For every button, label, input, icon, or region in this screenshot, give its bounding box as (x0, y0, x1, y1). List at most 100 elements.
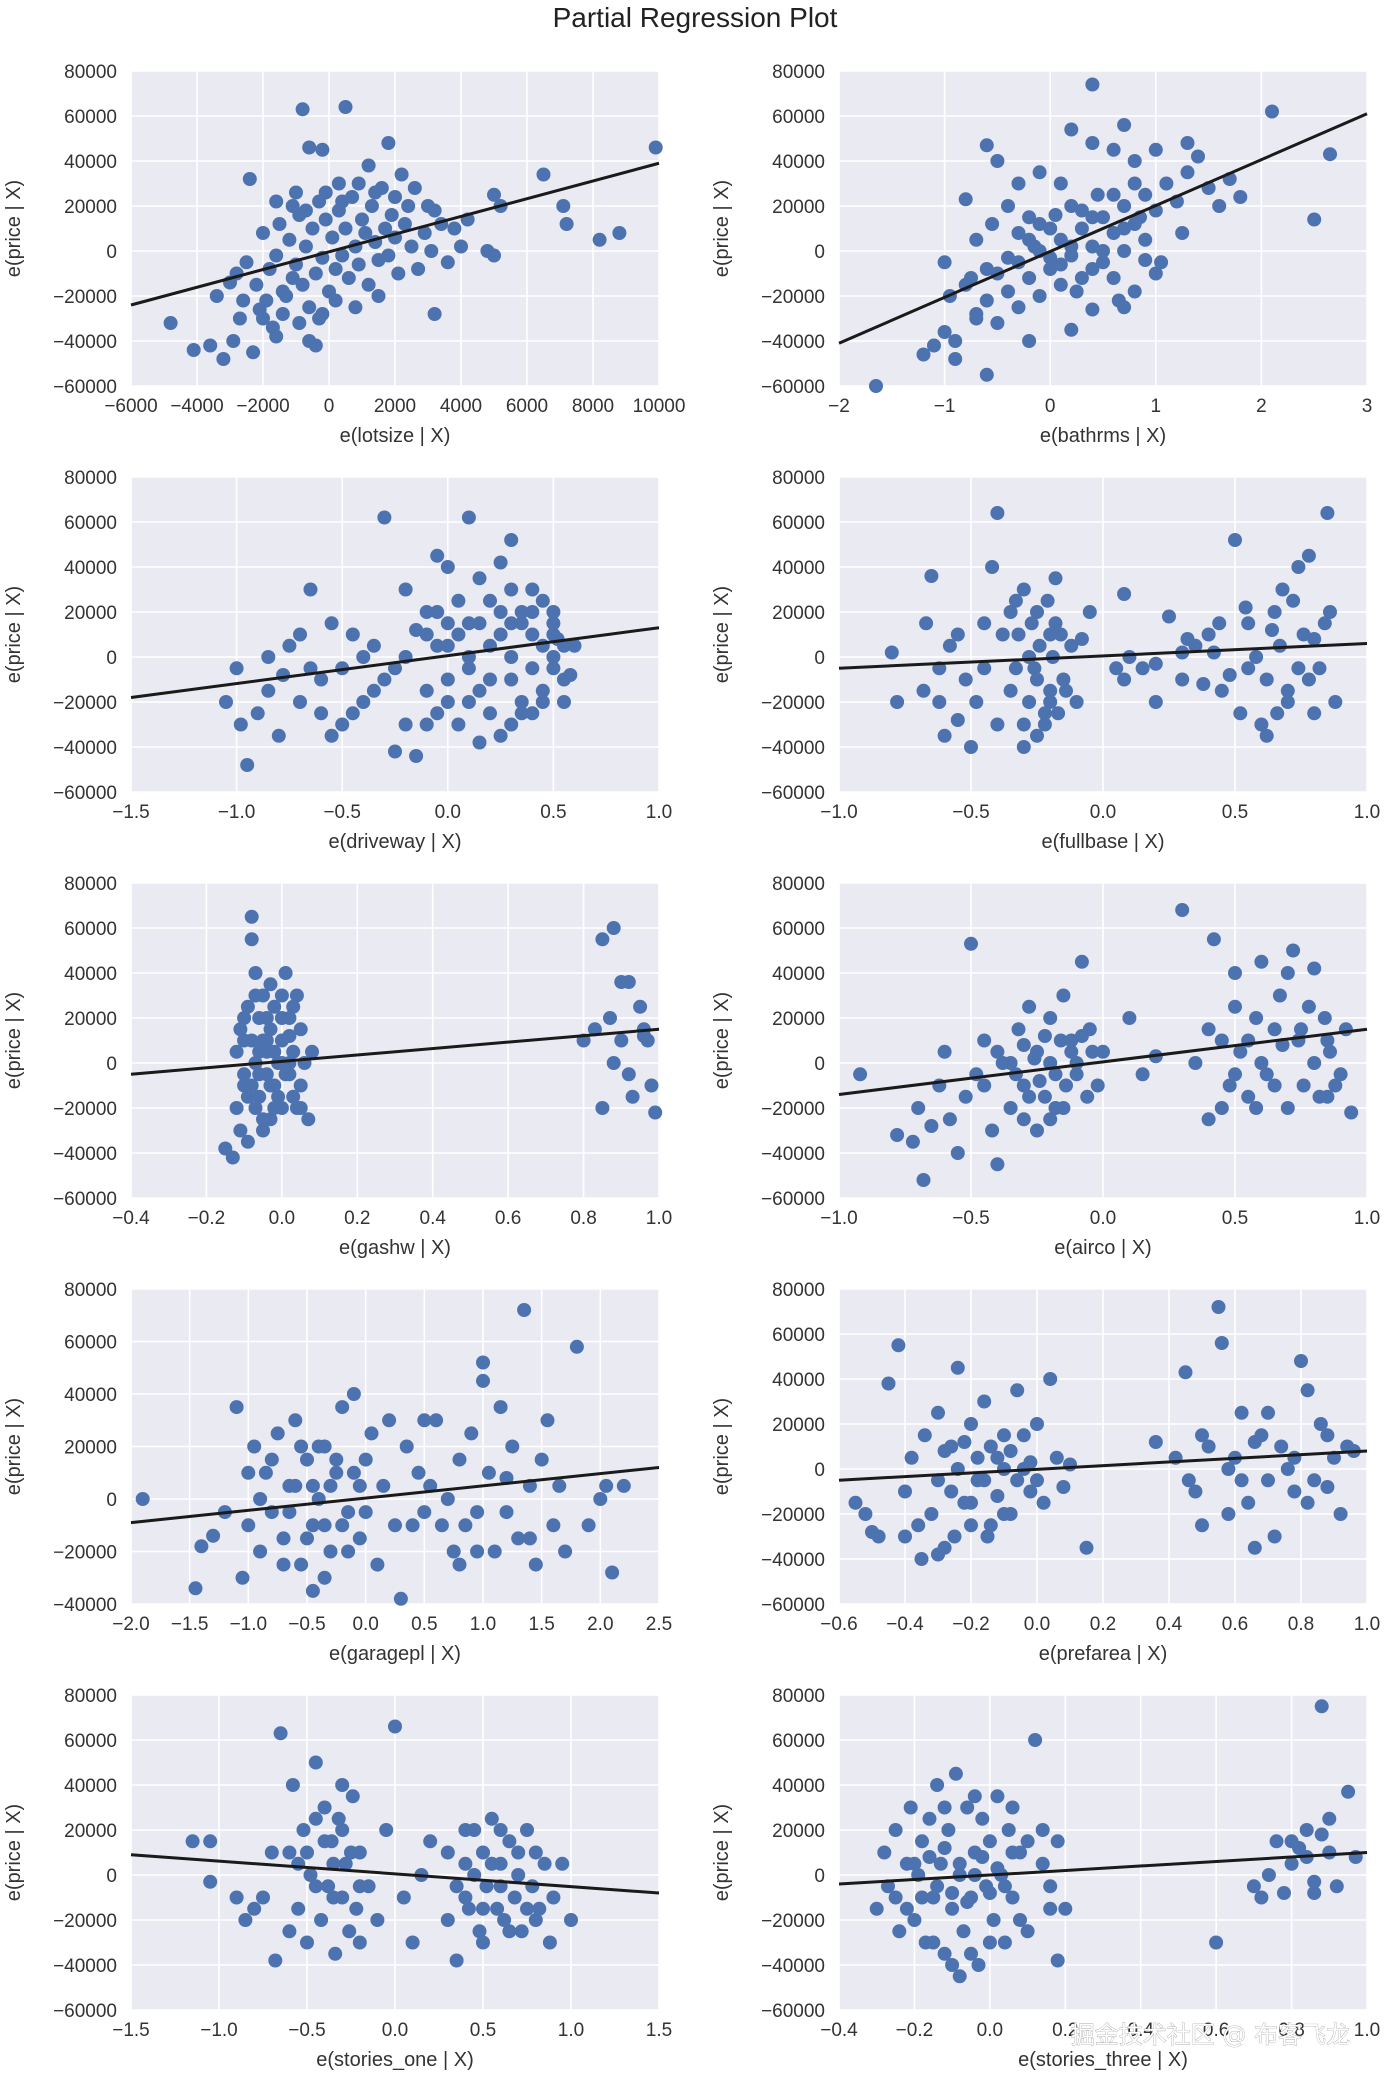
data-point (1148, 656, 1163, 671)
data-point (314, 672, 329, 687)
y-tick-label: 80000 (64, 1280, 117, 1301)
data-point (1010, 1383, 1025, 1398)
data-point (1312, 661, 1327, 676)
y-axis-label: e(price | X) (711, 586, 733, 683)
data-point (922, 1850, 937, 1864)
data-point (461, 661, 476, 676)
data-point (532, 1901, 547, 1916)
data-point (514, 605, 529, 619)
data-point (1180, 632, 1195, 646)
figure-title: Partial Regression Plot (553, 2, 838, 33)
data-point (352, 1531, 367, 1546)
y-tick-label: −20000 (761, 1099, 825, 1120)
data-point (381, 248, 396, 263)
x-tick-label: 0.0 (269, 1208, 295, 1229)
data-point (892, 1924, 907, 1939)
data-point (1222, 1078, 1237, 1093)
data-point (352, 1879, 367, 1894)
data-point (285, 199, 300, 213)
y-tick-label: 80000 (772, 1686, 825, 1707)
data-point (344, 1845, 358, 1860)
x-tick-label: −0.5 (952, 802, 990, 823)
data-point (229, 1101, 244, 1115)
data-point (235, 1570, 250, 1585)
data-point (452, 1452, 467, 1467)
data-point (975, 1850, 990, 1864)
x-axis-label: e(fullbase | X) (1041, 831, 1164, 853)
data-point (903, 1800, 918, 1815)
data-point (356, 650, 371, 664)
data-point (964, 1495, 978, 1510)
y-tick-label: 0 (106, 648, 117, 669)
data-point (869, 1901, 884, 1916)
data-point (328, 293, 343, 308)
data-point (898, 1484, 912, 1499)
data-point (1249, 650, 1264, 664)
data-point (288, 1478, 303, 1493)
y-tick-label: −60000 (761, 377, 825, 398)
data-point (997, 1879, 1012, 1894)
data-point (1117, 199, 1132, 213)
data-point (535, 695, 550, 709)
data-point (398, 717, 413, 732)
data-point (536, 167, 551, 182)
y-tick-label: −40000 (53, 1956, 117, 1977)
data-point (1287, 1450, 1302, 1465)
x-tick-label: −0.5 (323, 802, 361, 823)
data-point (924, 1507, 939, 1521)
x-tick-label: 0.0 (1024, 1614, 1050, 1635)
data-point (440, 616, 455, 631)
data-point (1228, 533, 1242, 547)
data-point (1233, 190, 1248, 204)
data-point (263, 1112, 278, 1127)
panel-4: −1.0 −0.5 0.0 0.5 1.0 −60000 −40000 −20000 0 2000… (711, 468, 1380, 853)
data-point (621, 1067, 636, 1082)
data-point (216, 352, 231, 366)
data-point (285, 1778, 300, 1792)
data-point (461, 616, 476, 631)
data-point (300, 1531, 314, 1546)
data-point (447, 221, 462, 236)
data-point (326, 1890, 341, 1905)
data-point (540, 1413, 555, 1428)
y-tick-label: 60000 (772, 919, 825, 940)
data-point (1032, 217, 1047, 231)
data-point (1307, 632, 1322, 646)
data-point (423, 1834, 438, 1849)
data-point (1053, 1033, 1068, 1048)
data-point (542, 1935, 557, 1950)
data-point (535, 593, 550, 608)
x-tick-label: 0.5 (540, 802, 566, 823)
data-point (335, 194, 350, 209)
data-point (1212, 616, 1227, 631)
data-point (916, 347, 931, 362)
data-point (1314, 1699, 1329, 1714)
data-point (1117, 118, 1132, 132)
data-point (240, 1134, 255, 1149)
data-point (312, 311, 327, 326)
data-point (483, 706, 497, 721)
data-point (1016, 740, 1031, 754)
data-point (1013, 1913, 1027, 1927)
data-point (944, 1484, 959, 1499)
x-tick-label: 0.8 (1288, 1614, 1314, 1635)
data-point (937, 1444, 952, 1458)
data-point (1228, 966, 1242, 980)
data-point (605, 1565, 620, 1580)
x-tick-label: 0.4 (420, 1208, 447, 1229)
data-point (1307, 1056, 1322, 1070)
data-point (1005, 1890, 1020, 1905)
data-point (937, 1946, 952, 1961)
data-point (606, 921, 621, 935)
y-tick-label: 60000 (772, 107, 825, 128)
x-tick-label: −1.0 (820, 1208, 858, 1229)
data-point (1048, 1067, 1063, 1082)
y-tick-label: −40000 (761, 1956, 825, 1977)
data-point (528, 1845, 543, 1860)
x-tick-label: 0.6 (495, 1208, 521, 1229)
data-point (960, 1800, 975, 1815)
data-point (1023, 1455, 1038, 1470)
data-point (556, 199, 571, 213)
data-point (1082, 605, 1097, 619)
data-point (1040, 593, 1055, 608)
